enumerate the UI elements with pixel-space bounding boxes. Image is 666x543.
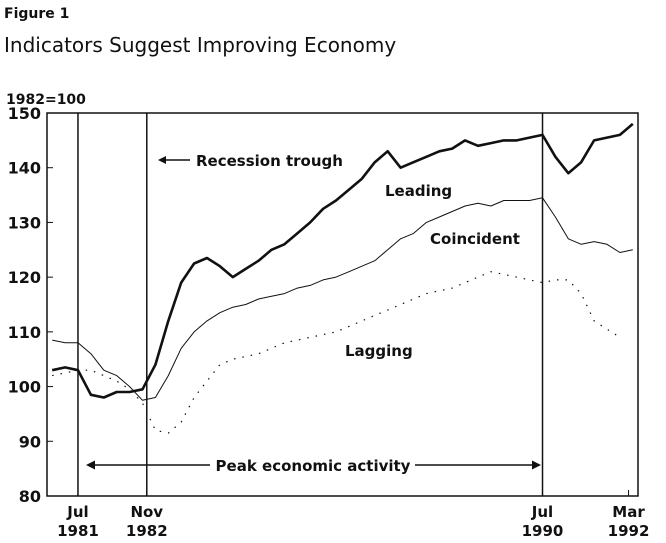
series-line xyxy=(51,122,634,399)
y-tick-label: 90 xyxy=(19,432,41,451)
arrow-head xyxy=(86,460,95,470)
annotation: Peak economic activity xyxy=(216,457,411,475)
arrow-head xyxy=(532,460,541,470)
x-tick-label: Nov 1982 xyxy=(126,503,168,540)
x-tick-label: Mar 1992 xyxy=(608,503,650,540)
series-label: Leading xyxy=(385,182,452,200)
x-tick-label: Jul 1981 xyxy=(57,503,99,540)
series-line xyxy=(52,197,633,401)
series-label: Lagging xyxy=(345,342,413,360)
y-tick-label: 110 xyxy=(8,323,41,342)
y-tick-label: 140 xyxy=(8,159,41,178)
y-axis-label: 1982=100 xyxy=(6,92,86,108)
y-tick-label: 130 xyxy=(8,213,41,232)
y-tick-label: 120 xyxy=(8,268,41,287)
series-line xyxy=(52,271,621,434)
y-tick-label: 100 xyxy=(8,378,41,397)
annotation: Recession trough xyxy=(196,152,343,170)
chart-title: Figure 1 xyxy=(4,6,69,22)
series-label: Coincident xyxy=(430,230,520,248)
y-tick-label: 80 xyxy=(19,487,41,506)
chart-subtitle: Indicators Suggest Improving Economy xyxy=(4,33,396,57)
plot-frame xyxy=(46,112,639,497)
x-tick-label: Jul 1990 xyxy=(522,503,564,540)
y-tick-label: 150 xyxy=(8,104,41,123)
arrow-head xyxy=(158,156,166,164)
